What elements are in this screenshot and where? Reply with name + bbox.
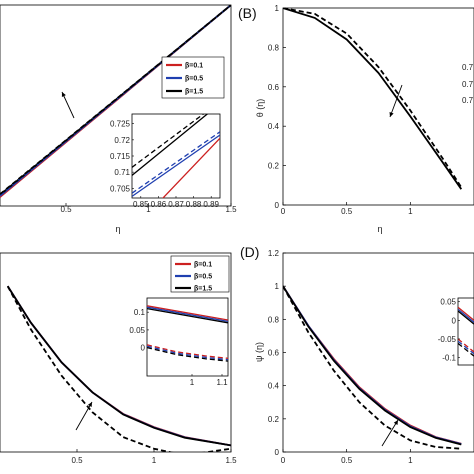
panel-a-trend-arrow-head: [61, 92, 66, 97]
panel-a-x-tick-label: 1: [146, 205, 151, 214]
panel-b-y-tick-label: 0.2: [268, 162, 280, 171]
panel-b-inset-tick-label: 0.7: [462, 96, 474, 105]
inset-series-line: [458, 308, 474, 323]
inset-x-tick-label: 0.86: [151, 200, 167, 209]
panel-d-series-line: [283, 285, 462, 446]
inset-frame: [131, 113, 221, 199]
panel-d-x-tick-label: 0.5: [341, 456, 353, 465]
panel-c-x-tick-label: 1.5: [225, 456, 237, 465]
panel-c-series-line: [6, 285, 231, 452]
panel-a-x-axis-label: η: [115, 224, 120, 234]
inset-y-tick-label: 0.715: [110, 152, 131, 161]
panel-d-x-tick-label: 0: [281, 456, 286, 465]
panel-b-trend-arrow: [389, 84, 403, 118]
inset-y-tick-label: -0.05: [438, 335, 457, 344]
inset-y-tick-label: 0.705: [110, 184, 131, 193]
panel-c-legend: [170, 255, 230, 293]
inset-x-tick-label: 1.1: [216, 378, 228, 387]
inset-series-line: [132, 131, 220, 194]
panel-c-x-tick-label: 1: [152, 456, 157, 465]
panel-d-y-tick-label: 0: [275, 448, 280, 457]
inset-x-tick-label: 0.87: [168, 200, 184, 209]
panel-d-label: (D): [240, 244, 259, 260]
inset-y-tick-label: -0.1: [442, 354, 456, 363]
panel-c-x-tick-label: 0.5: [71, 456, 83, 465]
inset-y-tick-label: 0.05: [440, 298, 456, 307]
panel-b-x-axis-label: η: [377, 224, 382, 234]
panel-a-x-tick-label: 1.5: [225, 205, 237, 214]
panel-d-y-axis-label: ψ (η): [254, 342, 264, 362]
inset-series-line: [147, 307, 228, 324]
inset-y-tick-label: 0.72: [114, 136, 130, 145]
panel-b-series-line: [283, 8, 463, 190]
legend-label: β=0.1: [185, 63, 203, 70]
legend-label: β=0.5: [185, 76, 203, 83]
inset-series-line: [458, 340, 474, 355]
inset-y-tick-label: 0: [141, 344, 146, 353]
panel-a-trend-arrow: [61, 91, 75, 119]
inset-series-line: [132, 114, 209, 176]
inset-series-line: [458, 310, 474, 325]
panel-d-x-tick-label: 1: [408, 456, 413, 465]
panel-b-x-tick-label: 0: [281, 207, 286, 216]
panel-b-label: (B): [238, 5, 257, 21]
panel-b-inset-tick-label: 0.7: [462, 63, 474, 72]
inset-series-line: [458, 338, 474, 353]
legend-label: β=1.5: [185, 89, 203, 96]
legend-label: β=0.1: [194, 262, 212, 269]
inset-series-line: [458, 306, 474, 321]
inset-x-tick-label: 0.85: [133, 200, 149, 209]
inset-series-line: [162, 137, 220, 198]
inset-y-tick-label: 0: [452, 316, 457, 325]
panel-b-series-line: [283, 8, 463, 188]
panel-b-x-tick-label: 0.5: [341, 207, 353, 216]
panel-d-y-tick-label: 1.2: [268, 249, 280, 258]
panel-c-trend-arrow: [75, 401, 93, 431]
legend-label: β=0.5: [194, 274, 212, 281]
panel-c-trend-arrow-head: [87, 402, 92, 407]
panel-b-y-axis-label: θ (η): [255, 99, 265, 118]
panel-b-trend-arrow-head: [389, 112, 394, 117]
panel-b-y-tick-label: 0: [275, 201, 280, 210]
inset-series-line: [132, 134, 220, 197]
panel-d-y-tick-label: 0.2: [268, 415, 280, 424]
inset-x-tick-label: 0.89: [203, 200, 219, 209]
inset-x-tick-label: 0.88: [186, 200, 202, 209]
legend-label: β=1.5: [194, 286, 212, 293]
panel-a-series-line: [0, 5, 231, 195]
panel-b-y-tick-label: 0.4: [268, 122, 280, 131]
panel-d-trend-arrow: [381, 419, 399, 447]
panel-b-y-tick-label: 0.8: [268, 43, 280, 52]
inset-y-tick-label: 0.71: [114, 168, 130, 177]
panel-d-y-tick-label: 0.4: [268, 382, 280, 391]
inset-series-line: [147, 305, 228, 321]
inset-x-tick-label: 1: [190, 378, 195, 387]
inset-series-line: [458, 342, 474, 357]
panel-b-frame: [282, 7, 474, 206]
inset-y-tick-label: 0.1: [134, 308, 146, 317]
panel-a-x-tick-label: 0.5: [60, 205, 72, 214]
panel-c-series-line: [6, 285, 231, 447]
inset-series-line: [147, 306, 228, 323]
panel-d-trend-arrow-head: [393, 420, 398, 425]
panel-d-y-tick-label: 1: [275, 282, 280, 291]
panel-d-y-tick-label: 0.6: [268, 349, 280, 358]
panel-d-y-tick-label: 0.8: [268, 315, 280, 324]
panel-b-y-tick-label: 1: [275, 4, 280, 13]
inset-y-tick-label: 0.05: [129, 326, 145, 335]
panel-b-y-tick-label: 0.6: [268, 83, 280, 92]
inset-y-tick-label: 0.725: [110, 120, 131, 129]
panel-d-series-line: [283, 285, 462, 450]
panel-d-frame: [282, 252, 474, 453]
panel-b-x-tick-label: 1: [408, 207, 413, 216]
panel-b-inset-tick-label: 0.7: [462, 80, 474, 89]
